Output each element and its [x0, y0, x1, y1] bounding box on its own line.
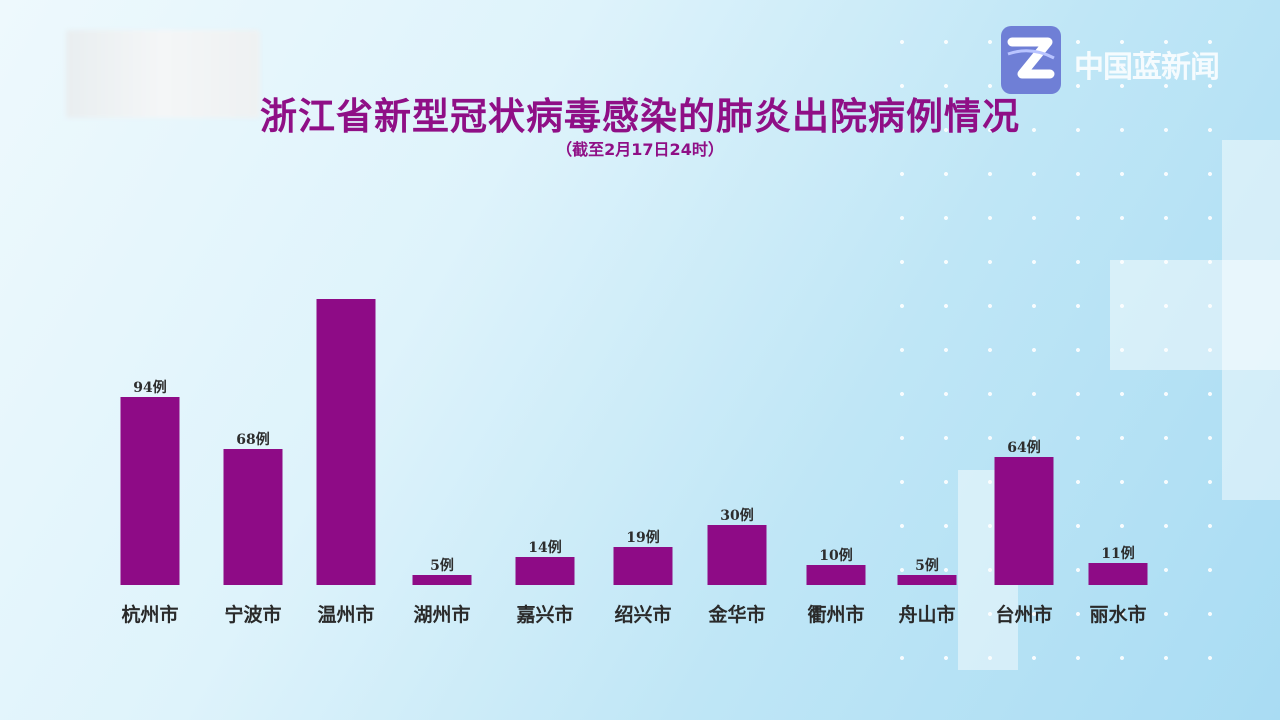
category-label-8: 衢州市 — [807, 603, 864, 626]
chart-title: 浙江省新型冠状病毒感染的肺炎出院病例情况 — [260, 95, 1020, 138]
bar-5 — [515, 557, 575, 585]
bar-11 — [1088, 563, 1148, 585]
category-label-1: 杭州市 — [121, 603, 178, 626]
background-cross-shape — [1222, 140, 1280, 500]
bar-8 — [806, 565, 866, 585]
category-label-9: 舟山市 — [898, 603, 955, 626]
category-label-10: 台州市 — [995, 603, 1052, 626]
bar-1 — [120, 397, 180, 585]
data-label-10: 64例 — [1007, 439, 1040, 456]
category-label-6: 绍兴市 — [614, 603, 671, 626]
data-label-4: 5例 — [430, 557, 454, 574]
bar-4 — [412, 575, 472, 585]
category-label-2: 宁波市 — [224, 603, 281, 626]
data-label-6: 19例 — [626, 529, 659, 546]
bar-6 — [613, 547, 673, 585]
data-label-8: 10例 — [819, 547, 852, 564]
category-label-11: 丽水市 — [1089, 603, 1146, 626]
bar-7 — [707, 525, 767, 585]
data-label-7: 30例 — [720, 507, 753, 524]
data-label-2: 68例 — [236, 431, 269, 448]
brand-text: 中国蓝新闻 — [1074, 50, 1220, 85]
category-label-3: 温州市 — [317, 603, 374, 626]
chart-subtitle: （截至2月17日24时） — [556, 140, 724, 159]
data-label-5: 14例 — [528, 539, 561, 556]
blurred-overlay — [66, 30, 260, 118]
category-label-7: 金华市 — [707, 603, 765, 626]
bar-3 — [316, 299, 376, 585]
data-label-11: 11例 — [1101, 545, 1134, 562]
bar-2 — [223, 449, 283, 585]
data-label-9: 5例 — [915, 557, 939, 574]
category-label-4: 湖州市 — [413, 603, 470, 626]
background-cross-shape — [1110, 260, 1280, 370]
background-dot-pattern — [880, 20, 1220, 700]
bar-10 — [994, 457, 1054, 585]
data-label-1: 94例 — [133, 379, 166, 396]
channel-logo-icon — [998, 24, 1064, 96]
bar-9 — [897, 575, 957, 585]
category-label-5: 嘉兴市 — [515, 603, 573, 626]
